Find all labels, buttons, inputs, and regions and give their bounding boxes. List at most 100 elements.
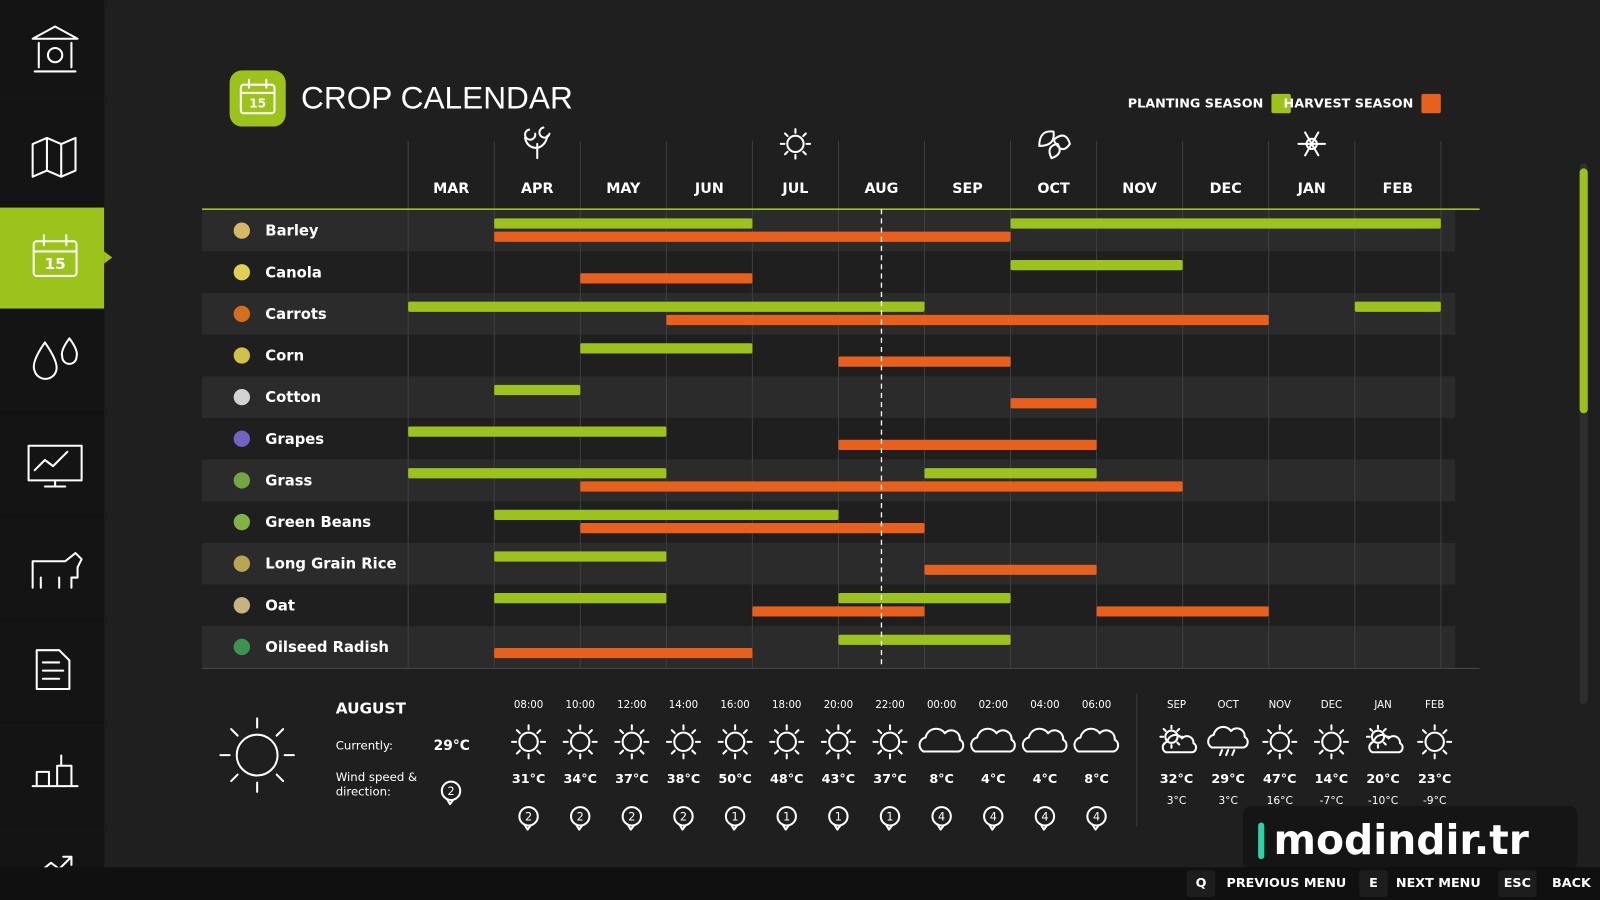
sun-disc [1321,731,1342,753]
wind-icon [1091,823,1100,831]
crop-name: Oat [265,597,295,614]
sun-ray [722,749,728,755]
planting-bar [408,301,925,312]
sidebar-icon [39,855,73,873]
forecast-high: 47°C [1263,772,1296,787]
legend-swatch [1421,93,1441,114]
hour-weather-icon [1021,727,1068,753]
row-band [202,209,1456,252]
sun-ray [877,729,883,735]
hour-wind: 1 [783,810,790,823]
forecast-low: -7°C [1320,794,1344,807]
scrollbar-thumb[interactable] [1579,168,1588,414]
watermark: modindir.tr [1273,816,1528,864]
sun-ray [230,773,239,783]
cloud [1021,727,1068,753]
sun-disc [518,731,539,753]
wind-icon [879,806,901,827]
month-label: FEB [1383,181,1413,197]
key-label: ESC [1504,876,1531,891]
wind-label: direction: [336,784,391,798]
legend-swatch [1271,93,1291,114]
sun-ray [742,749,748,755]
rain-drop [1231,748,1236,757]
hour-weather-icon [562,724,598,760]
crop-icon [233,472,250,489]
key-box[interactable] [1497,870,1537,897]
legend-label: HARVEST SEASON [1284,97,1414,112]
control-label[interactable]: NEXT MENU [1396,876,1481,891]
hour-weather-icon [614,724,650,760]
wind-icon [1034,806,1056,827]
sidebar-item[interactable] [0,723,105,825]
planting-bar [494,384,581,396]
wind-icon [626,823,635,831]
sun-ray [1267,729,1273,735]
sun-ray [536,729,542,735]
key-box[interactable] [1186,870,1216,897]
sun-disc [776,731,797,753]
hour-temp: 8°C [1084,772,1109,787]
sidebar-icon [27,444,83,488]
forecast-low: -9°C [1423,794,1447,807]
sun-ray [742,729,748,735]
hour-weather-icon [769,724,805,760]
hour-label: 06:00 [1082,700,1111,711]
crop-name: Oilseed Radish [265,639,389,656]
row-band [202,293,1456,335]
sun-ray [1162,741,1167,746]
harvest-bar [580,273,753,284]
sun-ray [774,729,779,735]
sun-ray [774,749,779,755]
header-icon-label: 15 [249,97,266,111]
month-label: APR [521,181,553,197]
sun-ray [1369,741,1374,746]
month-label: NOV [1122,181,1157,197]
sidebar-item[interactable] [0,104,105,206]
sidebar-icon: 15 [32,234,78,277]
sun-ray [1442,749,1448,755]
icon-part [32,234,78,253]
crop-icon [233,597,250,614]
wind-icon [621,806,643,827]
hour-temp: 31°C [512,772,545,787]
sun-ray [1369,727,1374,732]
month-label: MAR [433,181,469,197]
hour-label: 20:00 [824,700,853,711]
planting-bar [838,593,1011,604]
sidebar-item[interactable] [0,207,105,309]
wind-icon [781,823,790,831]
icon-part [32,337,78,380]
control-label[interactable]: PREVIOUS MENU [1227,876,1347,891]
icon-part [35,649,71,691]
key-box[interactable] [1359,870,1388,897]
sun-ray [587,729,593,735]
crop-icon [233,638,250,656]
sun-ray [619,729,625,735]
forecast-high: 32°C [1160,772,1193,787]
planting-bar [494,509,839,520]
crop-icon [233,388,250,406]
sun-disc [828,731,849,753]
crop-name: Grass [265,472,312,489]
crop-name: Carrots [265,306,327,323]
sidebar-icon [35,649,71,691]
forecast-month: FEB [1425,700,1444,711]
hour-temp: 48°C [770,772,803,787]
sidebar-item[interactable] [0,517,105,619]
sidebar-item[interactable] [0,1,105,103]
forecast-high: 23°C [1418,772,1451,787]
sidebar-item[interactable] [0,310,105,412]
control-label[interactable]: BACK [1552,876,1592,891]
sun-ray [1287,749,1293,755]
crop-icon [233,347,250,364]
sun-ray [691,729,697,735]
cloud [1073,727,1120,753]
sun-ray [794,729,800,735]
crop-name: Grapes [265,431,324,448]
sidebar-icon [32,337,78,380]
cloud [1207,725,1249,749]
current-weather-icon [219,717,295,793]
sun-disc [673,731,694,753]
sun-ray [1162,727,1167,732]
